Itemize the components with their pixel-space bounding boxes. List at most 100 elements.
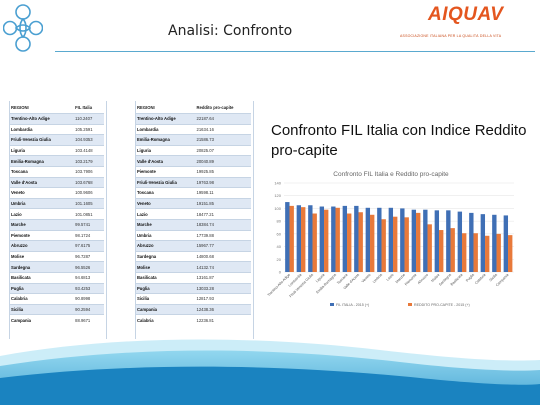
bar-reddito [508, 235, 513, 272]
region-cell: Puglia [10, 282, 75, 294]
bar-fil [377, 207, 382, 272]
table-row: Puglia 93.4253 [10, 282, 104, 294]
table-row: Campania 12438.36 [136, 303, 251, 315]
column-header: Reddito pro-capite [196, 104, 234, 110]
table-row: Emilia-Romagna 103.2179 [10, 155, 104, 167]
bar-fil [365, 207, 371, 272]
bar-fil [388, 207, 394, 272]
value-cell: 90.2594 [74, 303, 104, 315]
table-row: Lombardia 21634.16 [136, 123, 251, 135]
region-cell: Abruzzo [10, 240, 75, 252]
bar-fil [434, 210, 440, 272]
value-cell: 101.0851 [74, 208, 104, 220]
table-row: Emilia-Romagna 21586.73 [136, 134, 251, 146]
table-row: Molise 96.7287 [10, 250, 104, 262]
bar-fil [469, 212, 474, 272]
brand-logo: AIQUAV [428, 4, 504, 25]
region-cell: Lazio [136, 208, 196, 220]
brand-tagline: ASSOCIAZIONE ITALIANA PER LA QUALITÀ DEL… [400, 34, 502, 38]
y-tick-label: 40 [277, 244, 282, 249]
table-row: Abruzzo 15967.77 [136, 240, 251, 252]
bar-fil [423, 209, 428, 272]
bar-reddito [393, 216, 398, 272]
bar-fil [411, 209, 417, 272]
legend-label: FIL ITALIA - 2015 (+) [336, 303, 369, 307]
value-cell: 93.4253 [74, 282, 104, 294]
column-header: REGIONI [11, 104, 29, 110]
y-tick-label: 60 [277, 231, 282, 236]
table-row: Basilicata 94.6813 [10, 271, 104, 283]
table-row: Piemonte 98.1724 [10, 229, 104, 241]
region-cell: Emilia-Romagna [136, 134, 196, 146]
region-cell: Marche [136, 218, 196, 231]
bar-reddito [450, 228, 455, 272]
region-cell: Toscana [10, 165, 75, 178]
region-cell: Sardegna [10, 261, 75, 273]
bar-reddito [358, 212, 363, 272]
x-tick-label: Puglia [465, 273, 475, 283]
value-cell: 103.2179 [74, 155, 104, 167]
bar-fil [285, 202, 290, 272]
region-cell: Sicilia [10, 303, 75, 315]
section-heading: Confronto FIL Italia con Indice Reddito … [271, 122, 527, 159]
table-row: Valle d'Aosta 103.6768 [10, 176, 104, 188]
x-tick-label: Piemonte [404, 273, 418, 287]
table-row: Marche 18384.74 [136, 218, 251, 231]
y-tick-label: 0 [279, 270, 282, 275]
table-row: Umbria 17739.88 [136, 229, 251, 241]
value-cell: 101.1605 [74, 197, 104, 209]
table-row: Piemonte 19925.85 [136, 165, 251, 178]
region-cell: Calabria [10, 293, 75, 305]
value-cell: 110.2407 [74, 113, 104, 125]
region-cell: Veneto [10, 187, 75, 199]
y-tick-label: 20 [277, 257, 282, 262]
bar-fil [342, 205, 348, 272]
region-cell: Umbria [10, 197, 75, 209]
table-row: Molise 14132.74 [136, 261, 251, 273]
region-cell: Trentino-Alto Adige [136, 113, 196, 125]
region-cell: Campania [136, 303, 196, 315]
region-cell: Veneto [136, 197, 196, 209]
region-cell: Umbria [136, 229, 196, 241]
table-row: Liguria 20825.07 [136, 144, 251, 156]
bar-fil [319, 206, 325, 272]
value-cell: 14132.74 [195, 261, 251, 273]
x-tick-label: Umbria [372, 273, 383, 284]
region-cell: Toscana [136, 187, 196, 199]
value-cell: 22187.64 [195, 113, 251, 125]
value-cell: 15967.77 [195, 240, 251, 252]
region-cell: Molise [136, 261, 196, 273]
region-cell: Liguria [136, 144, 196, 156]
region-cell: Sicilia [136, 293, 196, 305]
bar-reddito [496, 233, 501, 272]
table-row: Sardegna 96.5526 [10, 261, 104, 273]
table-row: Marche 99.5741 [10, 218, 104, 231]
y-tick-label: 80 [277, 219, 282, 224]
x-tick-label: Lazio [386, 273, 395, 282]
value-cell: 13033.28 [195, 282, 251, 294]
bar-fil [503, 215, 509, 272]
x-tick-label: Calabria [474, 273, 486, 285]
region-cell: Basilicata [10, 271, 75, 283]
region-cell: Lombardia [136, 123, 196, 135]
x-tick-label: Liguria [315, 273, 325, 283]
bar-fil [308, 205, 313, 272]
bar-fil [354, 205, 359, 272]
value-cell: 103.4148 [74, 144, 104, 156]
bar-reddito [404, 217, 409, 272]
table-row: Sicilia 12817.93 [136, 293, 251, 305]
x-tick-label: Basilicata [450, 273, 464, 287]
table-row: Lazio 18477.21 [136, 208, 251, 220]
bar-fil [331, 206, 336, 272]
region-cell: Valle d'Aosta [136, 155, 196, 167]
reddito-table-frame [135, 101, 254, 339]
table-row: Lombardia 105.2591 [10, 123, 104, 135]
bar-reddito [462, 233, 467, 272]
bar-reddito [381, 219, 386, 272]
column-header: REGIONI [137, 104, 155, 110]
bar-reddito [473, 233, 478, 272]
legend-swatch [330, 303, 334, 306]
y-tick-label: 140 [274, 181, 281, 186]
bar-fil [480, 214, 486, 272]
table-row: Toscana 103.7906 [10, 165, 104, 178]
